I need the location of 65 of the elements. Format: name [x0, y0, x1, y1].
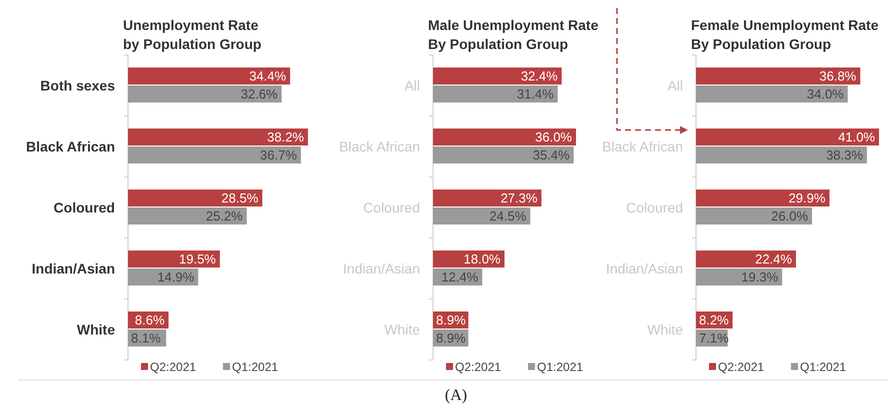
chart-title: Female Unemployment Rate By Population Group: [691, 17, 879, 52]
bar: [433, 146, 574, 164]
data-label: 34.0%: [806, 86, 844, 102]
chart-title: Unemployment Rate by Population Group: [123, 17, 262, 52]
bar: [696, 128, 879, 146]
y-tick-label: Indian/Asian: [32, 260, 115, 276]
data-label: 25.2%: [206, 208, 244, 224]
bar: [696, 268, 782, 286]
data-label: 12.4%: [441, 270, 479, 284]
data-label: 14.9%: [157, 270, 195, 284]
data-label: 18.0%: [464, 252, 501, 266]
bar: [128, 250, 220, 268]
data-label: 41.0%: [838, 130, 876, 144]
data-label: 24.5%: [489, 208, 527, 224]
data-label: 35.4%: [532, 148, 570, 162]
bar: [433, 190, 542, 206]
data-label: 29.9%: [788, 190, 826, 206]
legend-label: Q1:2021: [232, 360, 278, 374]
legend-label: Q2:2021: [718, 360, 764, 374]
bar: [128, 86, 282, 102]
data-label: 8.9%: [436, 312, 466, 328]
data-label: 36.0%: [535, 130, 572, 144]
bar: [128, 208, 247, 224]
bar: [128, 146, 301, 164]
data-label: 19.5%: [179, 252, 216, 266]
y-tick-label: Coloured: [54, 200, 115, 216]
chart-title: Male Unemployment Rate By Population Group: [428, 17, 599, 52]
data-label: 36.7%: [260, 148, 298, 162]
data-label: 19.3%: [741, 270, 779, 284]
bar: [128, 128, 308, 146]
data-label: 28.5%: [221, 190, 259, 206]
bar: [433, 208, 530, 224]
bar: [696, 146, 867, 164]
bar: [696, 68, 860, 84]
legend-label: Q1:2021: [537, 360, 584, 374]
data-label: 34.4%: [249, 68, 287, 84]
data-label: 8.2%: [699, 312, 730, 328]
bar: [696, 86, 848, 102]
legend-label: Q2:2021: [455, 360, 502, 374]
bar: [433, 128, 576, 146]
data-label: 22.4%: [755, 252, 792, 266]
data-label: 27.3%: [500, 190, 538, 206]
bar: [128, 190, 262, 206]
bar: [696, 250, 796, 268]
bar: [696, 208, 812, 224]
data-label: 32.6%: [240, 86, 278, 102]
y-tick-label: Both sexes: [40, 78, 116, 94]
data-label: 31.4%: [516, 86, 554, 102]
bar: [433, 68, 562, 84]
bar: [433, 86, 558, 102]
legend-label: Q1:2021: [800, 360, 846, 374]
data-label: 38.2%: [267, 130, 304, 144]
data-label: 8.9%: [436, 330, 466, 346]
data-label: 8.6%: [134, 312, 165, 328]
data-label: 8.1%: [131, 330, 162, 346]
data-label: 36.8%: [819, 68, 857, 84]
text: (A): [444, 387, 468, 404]
bar: [696, 190, 830, 206]
y-tick-label: Black African: [26, 138, 115, 154]
bar: [128, 68, 290, 84]
data-label: 38.3%: [826, 148, 864, 162]
legend-label: Q2:2021: [150, 360, 196, 374]
data-label: 26.0%: [771, 208, 808, 224]
y-tick-label: White: [76, 322, 116, 338]
data-label: 32.4%: [520, 68, 558, 84]
